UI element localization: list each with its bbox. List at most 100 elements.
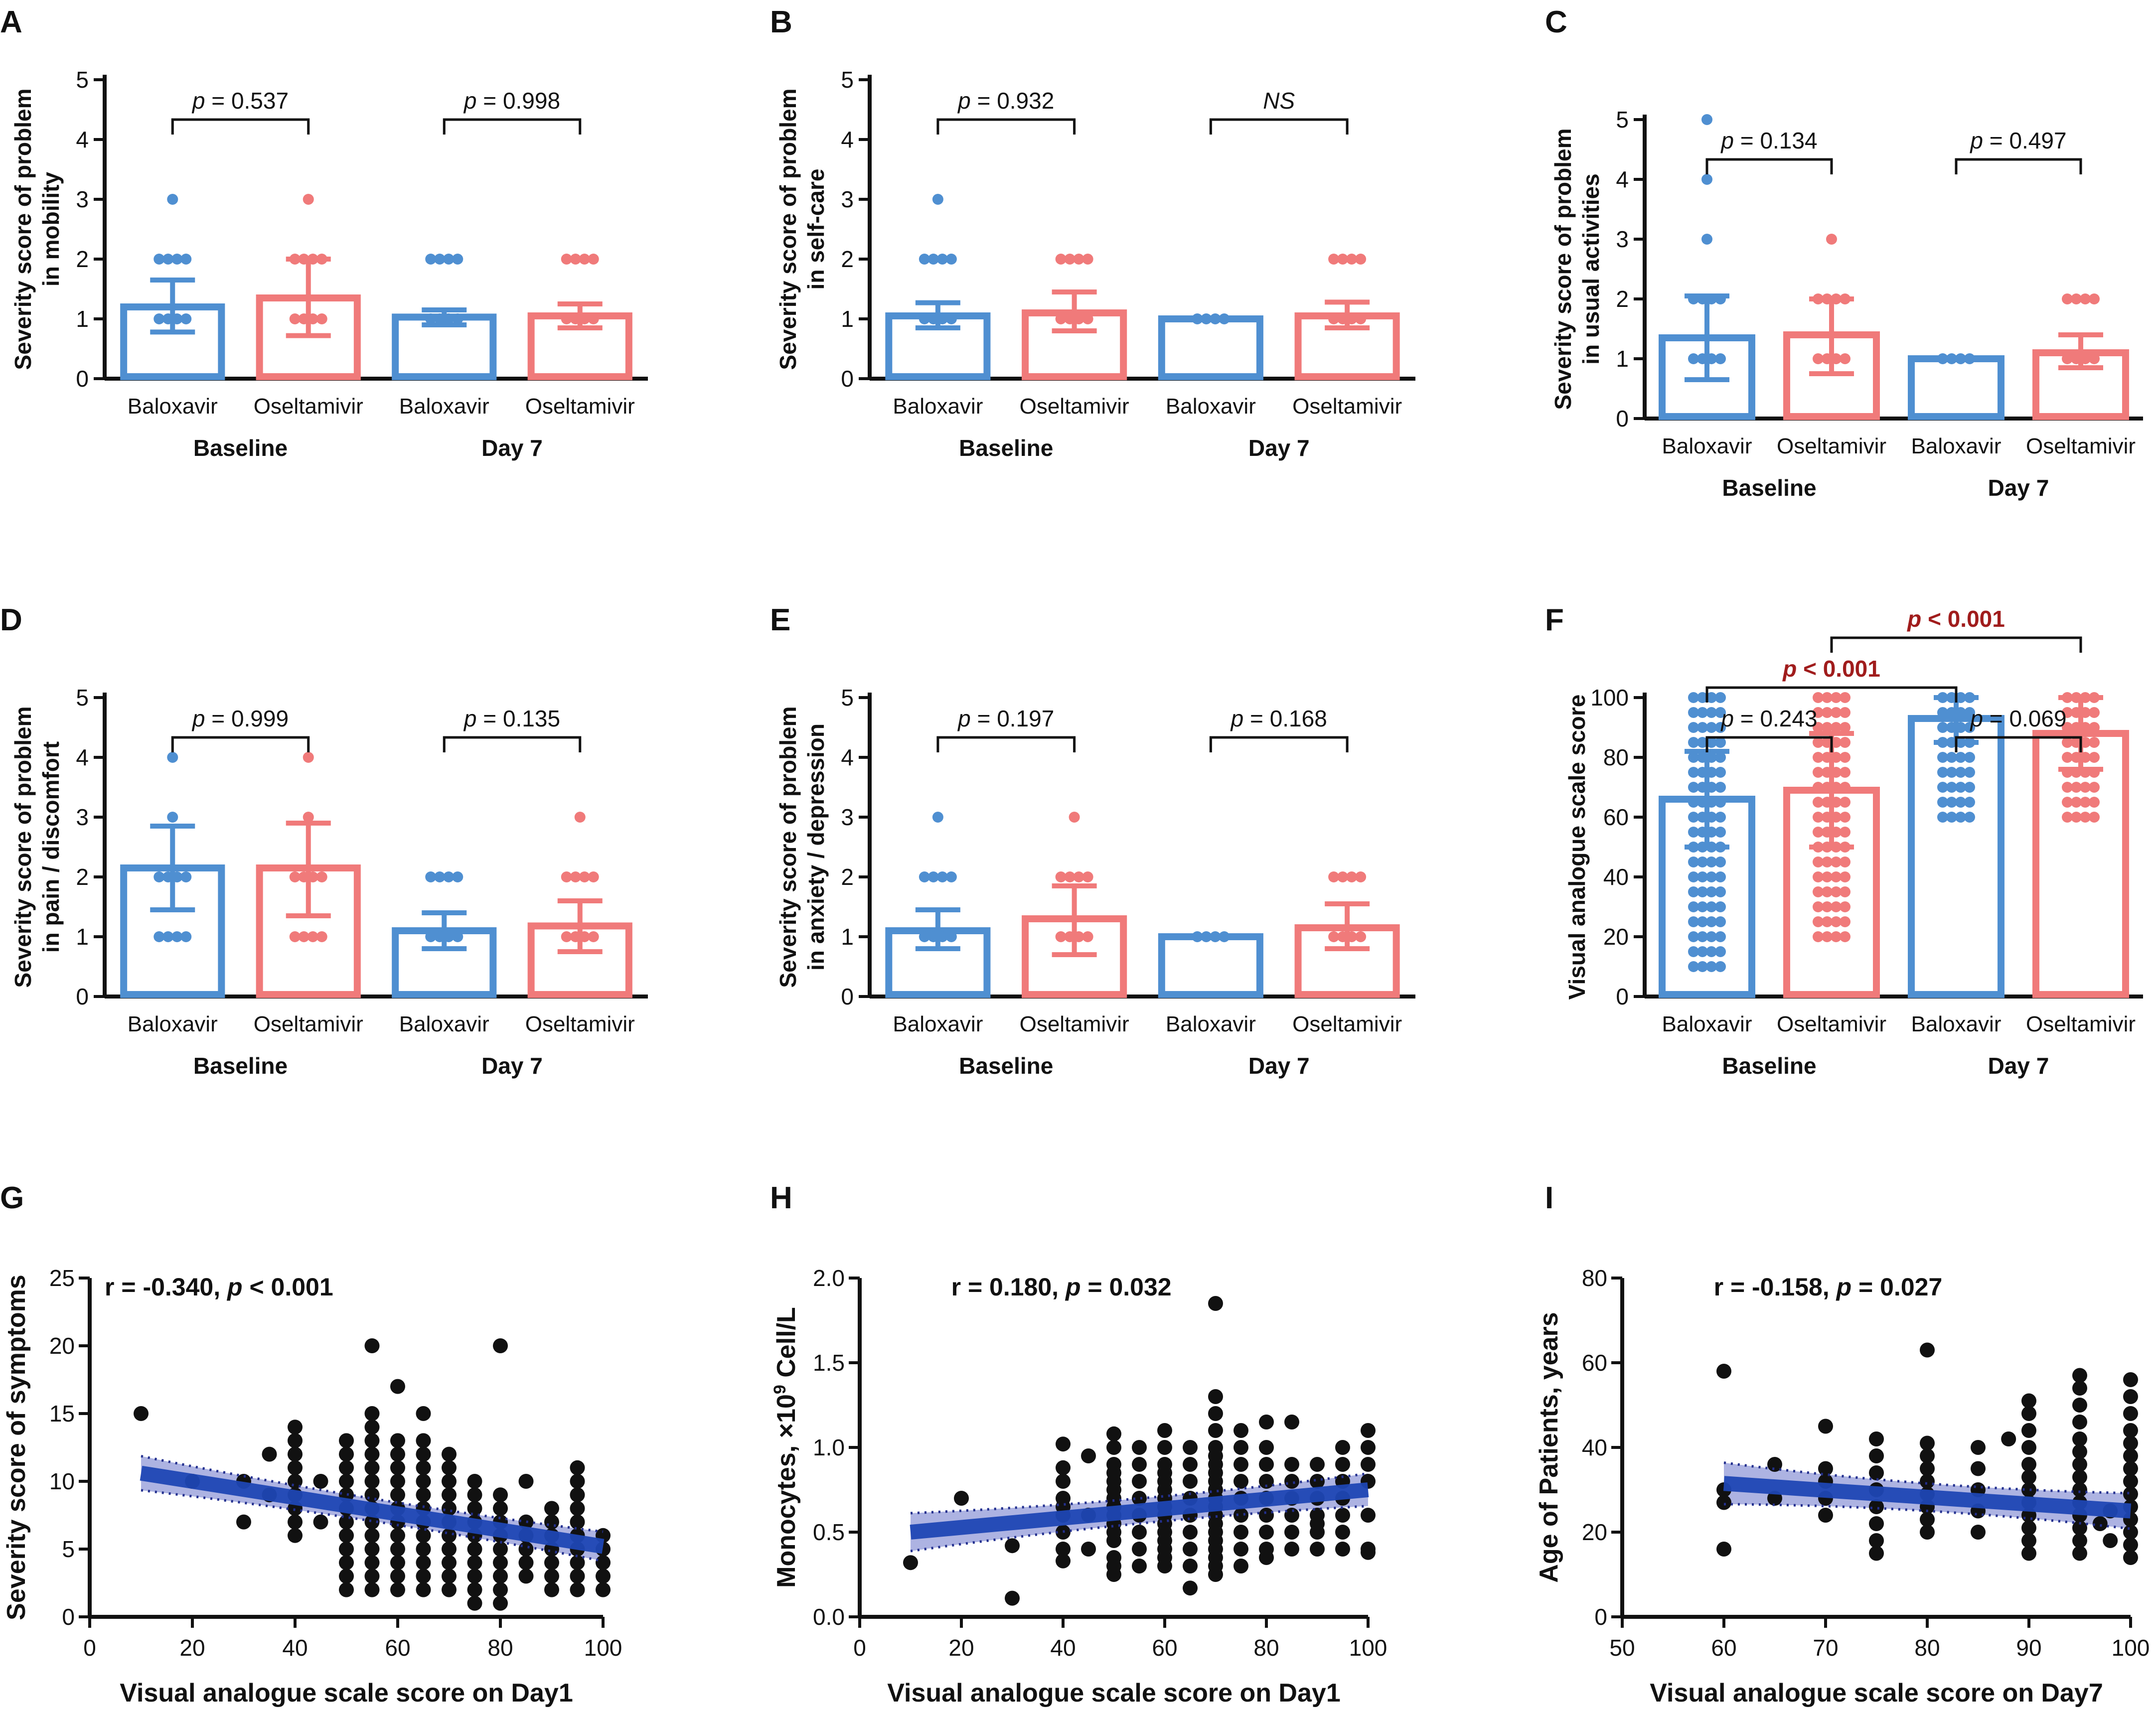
- scatter-point: [339, 1460, 354, 1475]
- data-dot: [1822, 692, 1833, 703]
- scatter-point: [1971, 1440, 1986, 1455]
- data-dot: [1219, 313, 1230, 324]
- data-dot: [561, 254, 572, 265]
- scatter-point: [1208, 1423, 1223, 1438]
- y-tick-label: 25: [49, 1265, 75, 1291]
- group-label: Baseline: [959, 435, 1053, 461]
- scatter-point: [442, 1446, 457, 1462]
- data-dot: [1822, 293, 1833, 304]
- y-tick-label: 20: [1582, 1519, 1607, 1545]
- scatter-point: [442, 1542, 457, 1557]
- data-dot: [1697, 931, 1708, 942]
- data-dot: [1697, 722, 1708, 733]
- data-dot: [2062, 353, 2073, 364]
- data-dot: [1831, 856, 1842, 867]
- scatter-point: [544, 1582, 559, 1597]
- scatter-point: [313, 1474, 328, 1489]
- scatter-point: [1971, 1461, 1986, 1476]
- data-dot: [1822, 752, 1833, 763]
- bar: [1158, 933, 1263, 998]
- data-dot: [2062, 293, 2073, 304]
- category-label: Oseltamivir: [525, 1012, 635, 1036]
- category-label: Baloxavir: [1911, 1012, 2002, 1036]
- data-dot: [2089, 797, 2100, 808]
- y-tick-label: 40: [1603, 864, 1629, 890]
- significance-bracket: [443, 736, 582, 752]
- data-dot: [1706, 901, 1717, 912]
- scatter-point: [518, 1555, 534, 1570]
- data-dot: [1706, 707, 1717, 718]
- data-dot: [1355, 254, 1367, 265]
- scatter-point: [1259, 1508, 1274, 1523]
- category-label: Baloxavir: [893, 394, 983, 419]
- data-dot: [1840, 856, 1850, 867]
- scatter-point: [2123, 1474, 2138, 1489]
- scatter-point: [416, 1582, 431, 1597]
- y-axis-label: in self-care: [803, 169, 829, 290]
- y-tick-label: 2: [841, 246, 854, 272]
- scatter-point: [467, 1555, 482, 1570]
- scatter-point: [2123, 1435, 2138, 1451]
- data-dot: [1706, 722, 1717, 733]
- scatter-point: [1920, 1342, 1935, 1358]
- data-dot: [2080, 722, 2091, 733]
- data-dot: [1697, 901, 1708, 912]
- data-dot: [2080, 707, 2091, 718]
- data-dot: [171, 871, 183, 882]
- scatter-point: [1208, 1296, 1223, 1311]
- data-dot: [1813, 827, 1824, 838]
- scatter-point: [2072, 1444, 2087, 1459]
- regression-line: [1723, 1476, 2132, 1519]
- data-dot: [1955, 692, 1966, 703]
- data-dot: [1688, 797, 1699, 808]
- data-dot: [154, 871, 165, 882]
- scatter-point: [1818, 1508, 1833, 1523]
- data-dot: [303, 752, 314, 763]
- scatter-point: [1818, 1419, 1833, 1434]
- group-label: Day 7: [1988, 475, 2049, 501]
- category-label: Baloxavir: [1166, 394, 1256, 419]
- data-dot: [1082, 931, 1093, 942]
- significance-bracket: [443, 118, 582, 135]
- category-label: Oseltamivir: [1777, 1012, 1886, 1036]
- data-dot: [2071, 722, 2082, 733]
- data-dot: [1706, 871, 1717, 882]
- group-label: Baseline: [959, 1053, 1053, 1079]
- scatter-point: [1183, 1440, 1198, 1455]
- data-dot: [1840, 737, 1850, 748]
- scatter-point: [390, 1569, 405, 1584]
- category-label: Baloxavir: [1911, 434, 2002, 458]
- data-dot: [1715, 961, 1726, 972]
- scatter-point: [339, 1555, 354, 1570]
- data-dot: [434, 871, 446, 882]
- data-dot: [1706, 916, 1717, 927]
- scatter-point: [570, 1501, 585, 1516]
- category-label: Baloxavir: [128, 394, 218, 419]
- data-dot: [1715, 767, 1726, 778]
- data-dot: [1082, 313, 1093, 324]
- data-dot: [1355, 313, 1367, 324]
- data-dot: [1706, 782, 1717, 793]
- scatter-point: [1259, 1525, 1274, 1540]
- data-dot: [1715, 856, 1726, 867]
- category-label: Oseltamivir: [525, 394, 635, 419]
- scatter-point: [339, 1433, 354, 1448]
- panel-letter: H: [770, 1181, 792, 1215]
- category-label: Baloxavir: [399, 394, 489, 419]
- p-value-label: p = 0.135: [463, 706, 560, 731]
- data-dot: [588, 254, 599, 265]
- data-dot: [1840, 692, 1850, 703]
- panel-A: A 0 1 2 3 4 5 Severity score of problem in mobil…: [0, 5, 648, 461]
- data-dot: [298, 313, 309, 324]
- scatter-point: [2072, 1457, 2087, 1472]
- scatter-point: [364, 1433, 380, 1448]
- scatter-point: [1920, 1435, 1935, 1451]
- data-dot: [1688, 782, 1699, 793]
- scatter-point: [1005, 1538, 1020, 1554]
- data-dot: [425, 313, 437, 324]
- data-dot: [434, 254, 446, 265]
- data-dot: [1706, 752, 1717, 763]
- data-dot: [1826, 234, 1837, 245]
- data-dot: [2089, 737, 2100, 748]
- scatter-point: [1716, 1495, 1731, 1510]
